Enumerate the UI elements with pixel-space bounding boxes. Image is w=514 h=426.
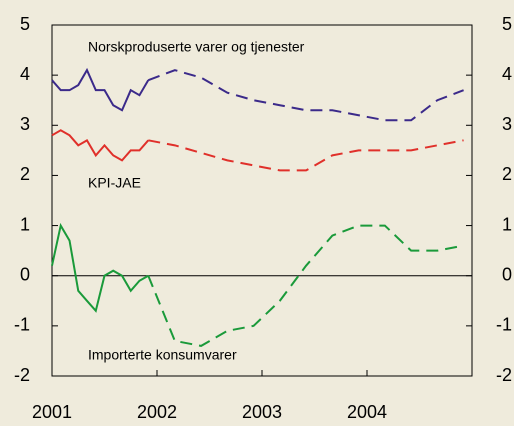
y2-tick-label: 0: [502, 264, 512, 284]
x-tick-label: 2003: [242, 402, 282, 422]
y2-tick-label: -1: [496, 315, 512, 335]
series-line: [51, 222, 149, 313]
series-line: [51, 129, 150, 162]
y2-tick-label: 3: [502, 114, 512, 134]
y-tick-label: 3: [20, 114, 30, 134]
x-tick-label: 2004: [347, 402, 387, 422]
y-tick-label: -1: [14, 315, 30, 335]
y2-tick-label: 2: [502, 164, 512, 184]
series-line: [51, 67, 150, 112]
series-line: [147, 224, 464, 347]
y-tick-label: 4: [20, 64, 30, 84]
y2-tick-label: -2: [496, 365, 512, 385]
y-tick-label: -2: [14, 365, 30, 385]
plot-frame: [51, 24, 473, 377]
y2-tick-label: 5: [502, 14, 512, 34]
x-tick-label: 2001: [32, 402, 72, 422]
y-tick-label: 1: [20, 214, 30, 234]
y-tick-label: 5: [20, 14, 30, 34]
series-line: [147, 69, 464, 122]
series-label: KPI-JAE: [88, 175, 141, 191]
y-tick-label: 0: [20, 264, 30, 284]
series-label: Importerte konsumvarer: [88, 347, 237, 363]
y2-tick-label: 1: [502, 214, 512, 234]
series-line: [148, 139, 464, 172]
x-tick-label: 2002: [137, 402, 177, 422]
y-tick-label: 2: [20, 164, 30, 184]
y2-tick-label: 4: [502, 64, 512, 84]
series-label: Norskproduserte varer og tjenester: [88, 39, 305, 55]
